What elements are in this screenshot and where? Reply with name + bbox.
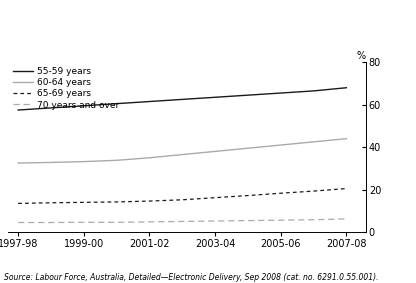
Text: %: % bbox=[357, 51, 366, 61]
Legend: 55-59 years, 60-64 years, 65-69 years, 70 years and over: 55-59 years, 60-64 years, 65-69 years, 7… bbox=[13, 67, 119, 110]
Text: Source: Labour Force, Australia, Detailed—Electronic Delivery, Sep 2008 (cat. no: Source: Labour Force, Australia, Detaile… bbox=[4, 273, 379, 282]
